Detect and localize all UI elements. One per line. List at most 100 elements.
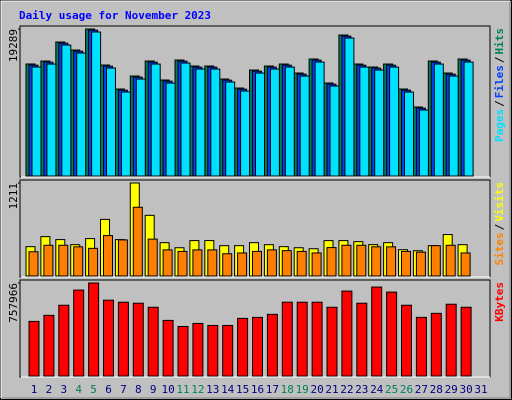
bar: [192, 249, 203, 277]
legend-entry: KBytes: [493, 282, 506, 322]
x-tick-label: 1: [31, 383, 38, 396]
bar: [120, 91, 131, 177]
bar: [371, 286, 383, 377]
x-tick-label: 9: [150, 383, 157, 396]
bar: [132, 206, 143, 277]
bar: [281, 250, 292, 277]
legend: Pages/Files/Hits: [493, 28, 506, 142]
bar: [266, 249, 277, 277]
legend-entry: Files: [493, 65, 506, 98]
bar: [281, 301, 293, 377]
bar: [386, 246, 397, 277]
x-tick-label: 6: [105, 383, 112, 396]
bar: [162, 249, 173, 277]
bar: [177, 325, 189, 377]
bar: [147, 306, 159, 377]
legend-separator: /: [493, 56, 506, 63]
legend-entry: Visits: [493, 182, 506, 222]
bar: [356, 302, 368, 377]
bar: [91, 31, 102, 177]
bar: [73, 246, 84, 277]
legend: KBytes: [493, 282, 506, 322]
bar: [240, 90, 251, 177]
bar: [326, 247, 337, 277]
bar: [117, 301, 129, 377]
bar: [222, 253, 233, 277]
bar: [386, 291, 398, 377]
bar: [180, 62, 191, 177]
bar: [61, 44, 72, 177]
bar: [445, 303, 457, 377]
chart-title: Daily usage for November 2023: [19, 9, 211, 22]
bar: [58, 244, 69, 277]
bar: [401, 250, 411, 277]
bar: [165, 82, 176, 177]
bar: [415, 251, 426, 277]
bar: [207, 249, 218, 277]
bar: [415, 316, 427, 377]
x-tick-label: 12: [191, 383, 204, 396]
bar: [210, 68, 221, 177]
legend-separator: /: [493, 100, 506, 107]
bar: [314, 61, 325, 177]
bar: [31, 66, 42, 177]
x-tick-label: 28: [430, 383, 443, 396]
bar: [269, 68, 280, 177]
bar: [43, 314, 55, 377]
legend-entry: Sites: [493, 232, 506, 265]
bar: [162, 319, 174, 377]
x-tick-label: 11: [176, 383, 189, 396]
legend-entry: Pages: [493, 109, 506, 142]
x-tick-label: 26: [400, 383, 413, 396]
x-tick-label: 31: [474, 383, 487, 396]
x-tick-label: 7: [120, 383, 127, 396]
x-tick-label: 10: [161, 383, 174, 396]
x-tick-label: 5: [90, 383, 97, 396]
bar: [73, 289, 85, 377]
bar: [418, 109, 429, 177]
bar: [252, 250, 262, 277]
bar: [460, 306, 472, 377]
bar: [430, 245, 441, 277]
bar: [135, 78, 146, 177]
x-tick-label: 15: [236, 383, 249, 396]
bar: [296, 301, 308, 377]
bar: [43, 244, 54, 277]
bar: [103, 235, 113, 277]
bar: [46, 63, 57, 177]
bar: [103, 299, 114, 377]
bar: [266, 313, 278, 377]
bar: [28, 320, 40, 377]
bar: [237, 317, 249, 377]
x-tick-label: 3: [60, 383, 67, 396]
bar: [344, 37, 355, 177]
x-tick-label: 29: [445, 383, 458, 396]
bar: [341, 290, 353, 377]
x-tick-label: 17: [266, 383, 279, 396]
y-tick-label: 757966: [7, 283, 20, 323]
bar: [222, 324, 234, 377]
y-tick-label: 19289: [7, 29, 20, 62]
x-tick-label: 4: [75, 383, 82, 396]
bar: [255, 72, 265, 177]
bar: [329, 85, 340, 177]
bar: [58, 304, 70, 377]
x-tick-label: 14: [221, 383, 235, 396]
bar: [374, 69, 385, 177]
bar: [433, 63, 444, 177]
bar: [359, 66, 370, 177]
x-tick-label: 30: [459, 383, 472, 396]
bar: [117, 239, 128, 277]
x-tick-label: 2: [46, 383, 53, 396]
bar: [192, 322, 204, 377]
bar: [401, 304, 412, 377]
legend-entry: Hits: [493, 28, 506, 55]
bar: [147, 238, 158, 277]
bar: [311, 252, 322, 277]
x-tick-label: 20: [310, 383, 323, 396]
bar: [404, 91, 414, 177]
bar: [460, 252, 471, 277]
